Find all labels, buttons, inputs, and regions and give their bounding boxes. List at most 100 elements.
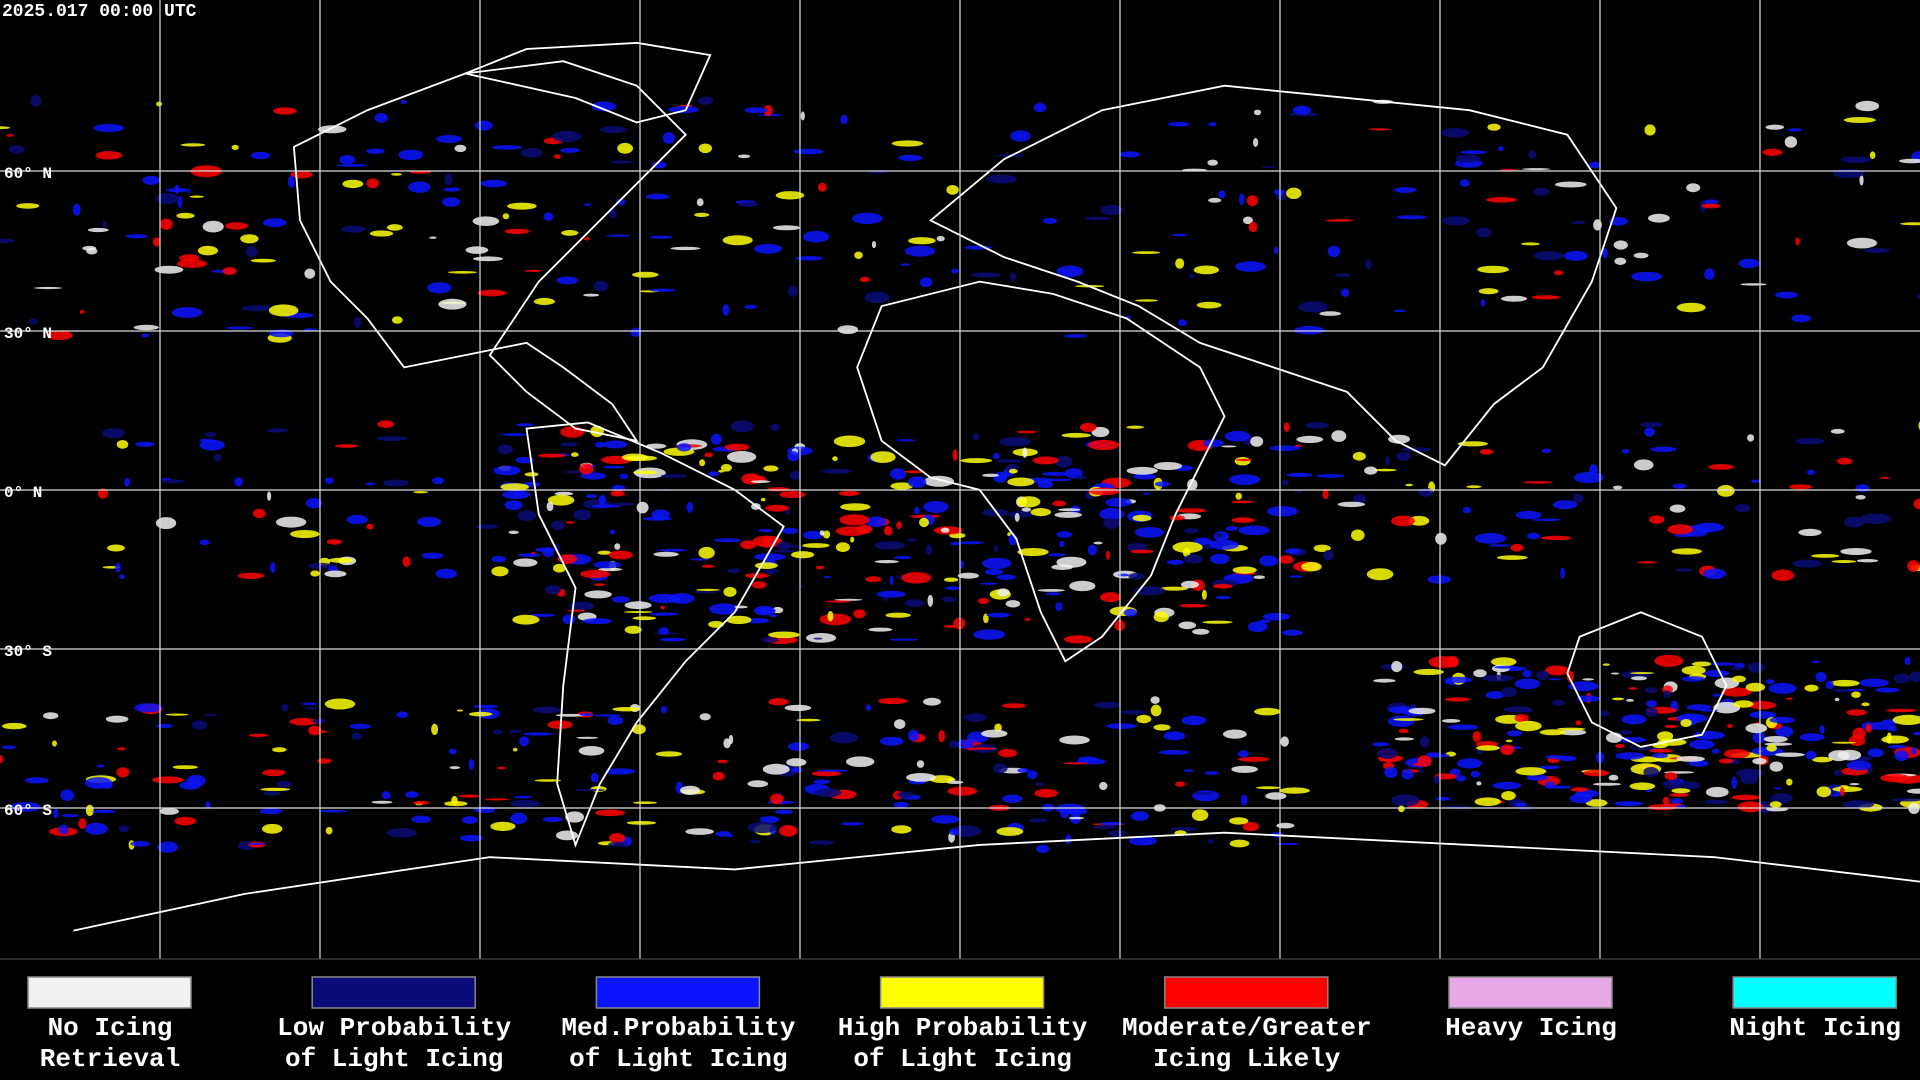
icing-patch: [1204, 771, 1219, 775]
icing-patch: [102, 220, 107, 229]
icing-patch: [1514, 802, 1528, 807]
icing-patch: [1175, 508, 1207, 513]
icing-patch: [576, 736, 599, 739]
icing-patch: [1368, 128, 1391, 131]
icing-patch: [1435, 532, 1447, 545]
icing-patch: [1229, 817, 1249, 825]
icing-patch: [936, 235, 945, 242]
icing-patch: [1887, 745, 1907, 749]
icing-patch: [1153, 611, 1170, 623]
icing-patch: [115, 562, 121, 573]
icing-patch: [1713, 702, 1741, 714]
icing-patch: [346, 514, 368, 525]
icing-patch: [130, 841, 151, 847]
icing-patch: [1377, 747, 1398, 759]
icing-patch: [999, 437, 1032, 447]
icing-patch: [1521, 168, 1551, 171]
icing-patch: [1238, 193, 1245, 206]
icing-patch: [290, 530, 320, 538]
icing-patch: [310, 570, 320, 577]
icing-patch: [1179, 603, 1208, 608]
icing-patch: [248, 842, 266, 846]
icing-patch: [1010, 130, 1031, 142]
icing-patch: [1413, 668, 1444, 676]
icing-patch: [1433, 775, 1440, 785]
icing-patch: [1174, 781, 1186, 787]
icing-patch: [1672, 483, 1687, 489]
icing-patch: [1087, 544, 1097, 556]
icing-patch: [1059, 735, 1090, 745]
icing-patch: [517, 510, 537, 521]
icing-patch: [1009, 272, 1016, 282]
icing-patch: [1178, 621, 1197, 630]
icing-patch: [1093, 541, 1103, 545]
icing-patch: [920, 277, 933, 288]
icing-patch: [1583, 769, 1609, 777]
icing-patch: [1650, 446, 1677, 452]
icing-patch: [542, 547, 554, 558]
icing-patch: [1408, 515, 1430, 526]
icing-patch: [1322, 488, 1329, 500]
icing-patch: [197, 245, 218, 256]
icing-patch: [480, 179, 507, 188]
icing-patch: [524, 472, 539, 477]
icing-patch: [594, 714, 622, 717]
icing-patch: [1462, 506, 1471, 514]
icing-patch: [1279, 787, 1310, 794]
icing-patch: [1218, 190, 1226, 199]
icing-patch: [553, 154, 562, 159]
icing-patch: [245, 246, 258, 258]
icing-patch: [914, 507, 920, 515]
icing-patch: [1680, 719, 1692, 727]
icing-patch: [607, 716, 624, 725]
icing-patch: [1554, 181, 1587, 188]
icing-patch: [1494, 665, 1515, 669]
icing-patch: [1795, 438, 1825, 445]
icing-patch: [972, 433, 980, 441]
icing-patch: [374, 112, 388, 123]
icing-patch: [1843, 117, 1876, 123]
icing-patch: [712, 771, 725, 781]
icing-patch: [615, 198, 626, 206]
icing-patch: [1080, 422, 1097, 432]
icing-patch: [1840, 156, 1872, 164]
icing-patch: [723, 738, 731, 749]
icing-patch: [923, 697, 941, 706]
icing-patch: [1556, 727, 1586, 731]
icing-patch: [670, 246, 701, 251]
icing-patch: [819, 530, 825, 536]
icing-patch: [713, 538, 742, 543]
icing-patch: [817, 182, 827, 192]
icing-patch: [1208, 197, 1222, 203]
icing-patch: [1210, 553, 1230, 565]
icing-patch: [413, 491, 429, 494]
icing-patch: [1277, 842, 1299, 846]
icing-patch: [1201, 589, 1207, 600]
icing-patch: [1575, 720, 1582, 726]
icing-patch: [747, 822, 778, 833]
icing-patch: [1388, 706, 1416, 714]
icing-patch: [1276, 822, 1295, 829]
icing-patch: [1506, 730, 1523, 737]
icing-patch: [16, 203, 40, 209]
icing-patch: [1865, 723, 1872, 733]
icing-patch: [619, 473, 629, 480]
icing-patch: [822, 575, 832, 578]
icing-patch: [305, 498, 322, 509]
icing-patch: [1770, 793, 1793, 804]
icing-patch: [1395, 451, 1411, 461]
icing-patch: [259, 808, 283, 815]
icing-patch: [273, 107, 297, 115]
icing-patch: [560, 147, 580, 153]
icing-patch: [981, 729, 1008, 738]
icing-patch: [1016, 496, 1041, 508]
icing-patch: [1091, 426, 1110, 438]
icing-patch: [765, 568, 779, 575]
icing-patch: [878, 697, 908, 705]
icing-patch: [1305, 422, 1330, 429]
icing-patch: [465, 246, 489, 254]
latitude-label: 0° N: [4, 484, 42, 502]
icing-patch: [1909, 671, 1920, 682]
icing-patch: [1394, 187, 1417, 193]
icing-patch: [1068, 816, 1085, 820]
